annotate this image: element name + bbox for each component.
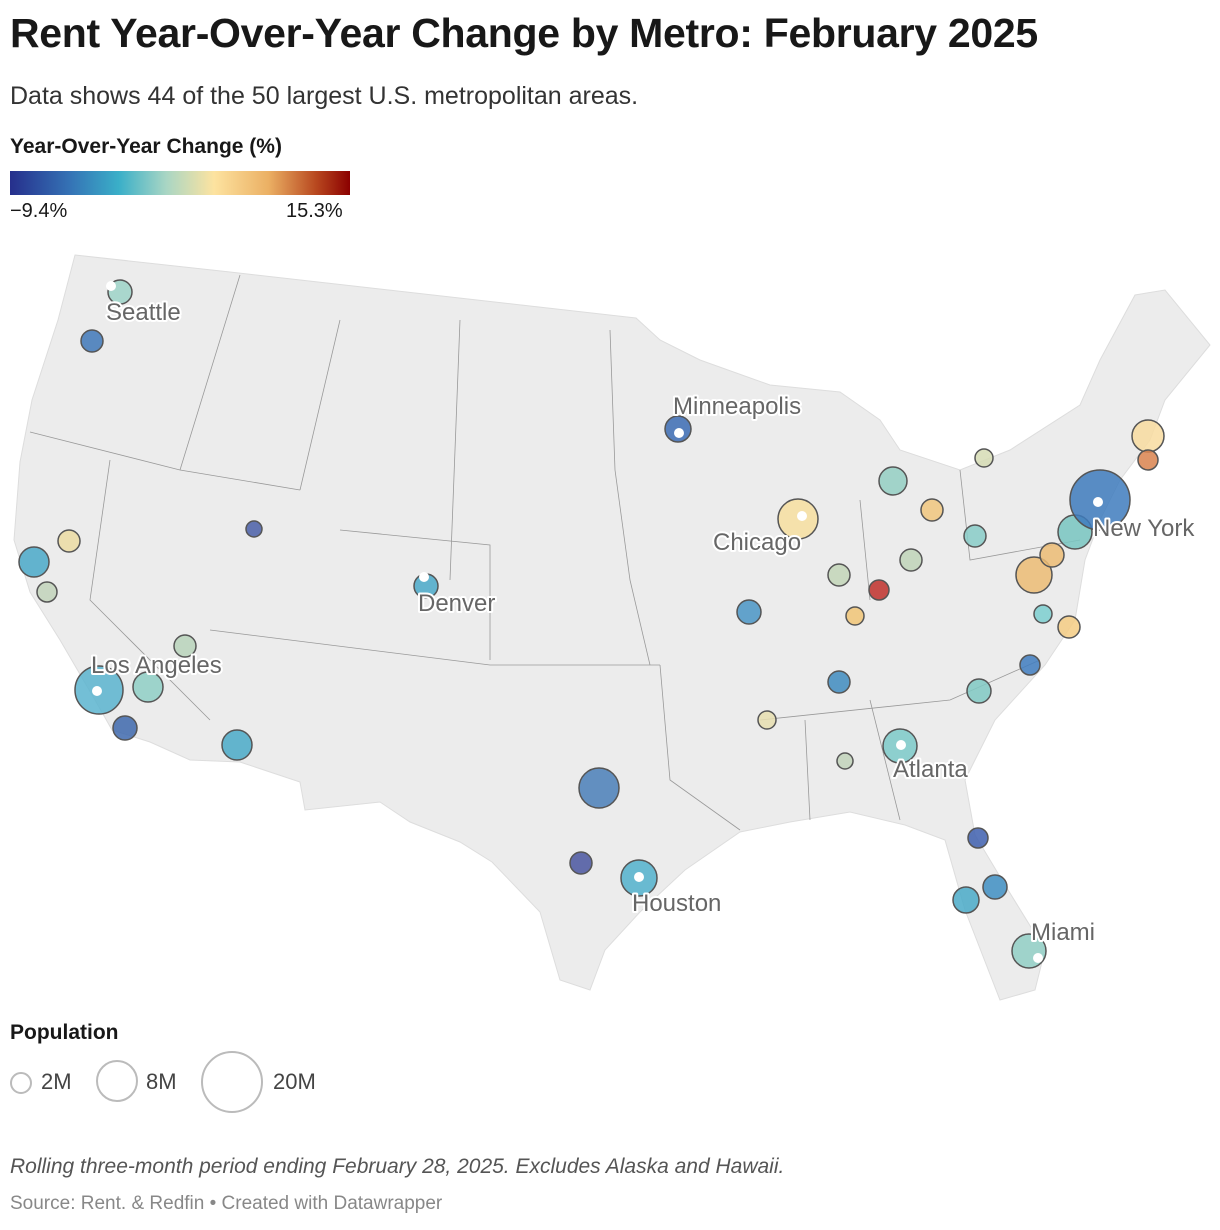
label-denver: Denver xyxy=(418,590,495,617)
metro-bubble[interactable] xyxy=(899,548,923,572)
metro-bubble[interactable] xyxy=(1019,654,1041,676)
metro-bubble[interactable] xyxy=(757,710,777,730)
label-minneapolis: Minneapolis xyxy=(673,393,801,420)
metro-bubble[interactable] xyxy=(827,670,851,694)
metro-bubble[interactable] xyxy=(112,715,138,741)
city-marker-dot xyxy=(896,740,906,750)
label-los-angeles: Los Angeles xyxy=(91,652,222,679)
metro-bubble[interactable] xyxy=(18,546,50,578)
label-houston: Houston xyxy=(632,890,721,917)
label-new-york: New York xyxy=(1093,515,1195,542)
metro-bubble[interactable] xyxy=(952,886,980,914)
label-chicago: Chicago xyxy=(713,529,801,556)
label-atlanta: Atlanta xyxy=(893,756,968,783)
metro-bubble[interactable] xyxy=(982,874,1008,900)
state-borders xyxy=(29,274,1081,831)
size-legend-label: 8M xyxy=(146,1069,177,1094)
metro-bubble[interactable] xyxy=(36,581,58,603)
city-marker-dot xyxy=(674,428,684,438)
city-marker-dot xyxy=(1093,497,1103,507)
city-marker-dot xyxy=(106,281,116,291)
us-outline xyxy=(13,254,1211,1001)
size-legend-circle-medium xyxy=(96,1060,138,1102)
metro-bubble[interactable] xyxy=(245,520,263,538)
metro-bubble[interactable] xyxy=(173,634,197,658)
source: Source: Rent. & Redfin • Created with Da… xyxy=(10,1193,443,1214)
footnote: Rolling three-month period ending Februa… xyxy=(10,1155,785,1178)
metro-bubble[interactable] xyxy=(221,729,253,761)
metro-bubble[interactable] xyxy=(878,466,908,496)
city-marker-dot xyxy=(634,872,644,882)
metro-bubble[interactable] xyxy=(868,579,890,601)
metro-bubble[interactable] xyxy=(569,851,593,875)
color-legend-gradient xyxy=(10,171,350,195)
metro-bubble[interactable] xyxy=(1131,419,1165,453)
city-marker-dot xyxy=(1033,953,1043,963)
subtitle: Data shows 44 of the 50 largest U.S. met… xyxy=(10,82,639,110)
color-legend-min: −9.4% xyxy=(10,200,68,222)
city-marker-dot xyxy=(419,572,429,582)
color-legend-max: 15.3% xyxy=(286,200,343,222)
metro-bubble[interactable] xyxy=(578,767,620,809)
metro-bubbles xyxy=(18,279,1165,969)
metro-bubble[interactable] xyxy=(967,827,989,849)
metro-bubble[interactable] xyxy=(1033,604,1053,624)
size-legend-label: 20M xyxy=(273,1069,316,1094)
size-legend-circle-small xyxy=(10,1072,32,1094)
metro-bubble[interactable] xyxy=(836,752,854,770)
metro-bubble[interactable] xyxy=(963,524,987,548)
city-marker-dot xyxy=(92,686,102,696)
size-legend-circle-large xyxy=(201,1051,263,1113)
metro-bubble[interactable] xyxy=(57,529,81,553)
metro-bubble[interactable] xyxy=(1057,615,1081,639)
metro-bubble[interactable] xyxy=(736,599,762,625)
metro-bubble[interactable] xyxy=(845,606,865,626)
size-legend-label: 2M xyxy=(41,1069,72,1094)
color-legend-title: Year-Over-Year Change (%) xyxy=(10,135,282,158)
metro-bubble[interactable] xyxy=(80,329,104,353)
metro-bubble[interactable] xyxy=(1039,542,1065,568)
metro-bubble[interactable] xyxy=(966,678,992,704)
label-seattle: Seattle xyxy=(106,299,181,326)
metro-bubble[interactable] xyxy=(132,671,164,703)
metro-bubble[interactable] xyxy=(1015,556,1053,594)
metro-bubble[interactable] xyxy=(920,498,944,522)
metro-bubble[interactable] xyxy=(974,448,994,468)
size-legend-title: Population xyxy=(10,1021,119,1044)
metro-bubble[interactable] xyxy=(827,563,851,587)
page-title: Rent Year-Over-Year Change by Metro: Feb… xyxy=(10,10,1038,56)
city-marker-dot xyxy=(797,511,807,521)
label-miami: Miami xyxy=(1031,919,1095,946)
metro-bubble[interactable] xyxy=(1137,449,1159,471)
